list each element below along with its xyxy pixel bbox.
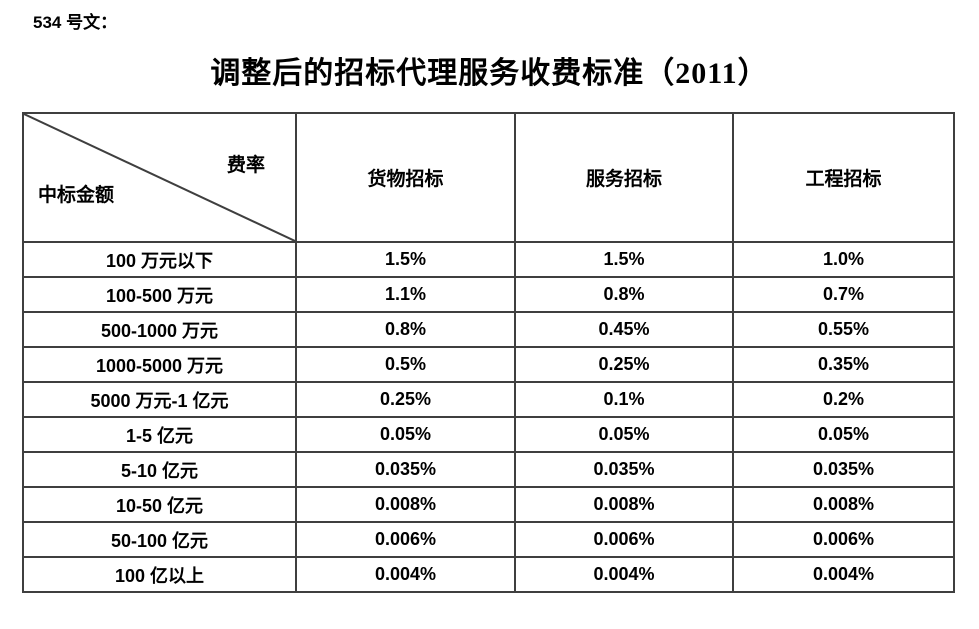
fee-value: 0.25% xyxy=(295,381,516,418)
diagonal-corner-cell: 费率 中标金额 xyxy=(22,112,297,243)
fee-value: 0.008% xyxy=(295,486,516,523)
fee-value: 0.006% xyxy=(514,521,734,558)
fee-value: 0.8% xyxy=(295,311,516,348)
row-label: 100 亿以上 xyxy=(22,556,297,593)
fee-value: 0.004% xyxy=(295,556,516,593)
table-row: 5000 万元-1 亿元 0.25% 0.1% 0.2% xyxy=(22,381,955,418)
fee-rate-table: 费率 中标金额 货物招标 服务招标 工程招标 100 万元以下 1.5% 1.5… xyxy=(22,112,955,593)
row-label: 500-1000 万元 xyxy=(22,311,297,348)
fee-value: 0.035% xyxy=(295,451,516,488)
page-title: 调整后的招标代理服务收费标准（2011） xyxy=(210,57,769,90)
fee-value: 0.035% xyxy=(514,451,734,488)
fee-value: 0.05% xyxy=(514,416,734,453)
row-label: 5000 万元-1 亿元 xyxy=(22,381,297,418)
row-label: 100-500 万元 xyxy=(22,276,297,313)
doc-number-label: 534 号文： xyxy=(33,13,118,32)
corner-label-bid-amount: 中标金额 xyxy=(38,185,115,206)
table-row: 10-50 亿元 0.008% 0.008% 0.008% xyxy=(22,486,955,523)
row-label: 50-100 亿元 xyxy=(22,521,297,558)
row-label: 1000-5000 万元 xyxy=(22,346,297,383)
row-label: 5-10 亿元 xyxy=(22,451,297,488)
fee-value: 0.035% xyxy=(732,451,955,488)
fee-value: 0.05% xyxy=(295,416,516,453)
fee-value: 0.8% xyxy=(514,276,734,313)
table-row: 500-1000 万元 0.8% 0.45% 0.55% xyxy=(22,311,955,348)
fee-value: 0.004% xyxy=(514,556,734,593)
diagonal-divider-line xyxy=(24,114,295,241)
row-label: 1-5 亿元 xyxy=(22,416,297,453)
fee-value: 0.25% xyxy=(514,346,734,383)
fee-value: 0.55% xyxy=(732,311,955,348)
fee-value: 0.7% xyxy=(732,276,955,313)
fee-value: 0.006% xyxy=(732,521,955,558)
fee-value: 0.006% xyxy=(295,521,516,558)
fee-value: 0.45% xyxy=(514,311,734,348)
table-row: 1-5 亿元 0.05% 0.05% 0.05% xyxy=(22,416,955,453)
table-row: 50-100 亿元 0.006% 0.006% 0.006% xyxy=(22,521,955,558)
fee-value: 0.5% xyxy=(295,346,516,383)
table-row: 100 亿以上 0.004% 0.004% 0.004% xyxy=(22,556,955,593)
fee-value: 0.008% xyxy=(732,486,955,523)
column-header-goods: 货物招标 xyxy=(295,112,516,243)
fee-value: 1.5% xyxy=(295,241,516,278)
row-label: 10-50 亿元 xyxy=(22,486,297,523)
column-header-engineering: 工程招标 xyxy=(732,112,955,243)
column-header-services: 服务招标 xyxy=(514,112,734,243)
corner-label-fee-rate: 费率 xyxy=(226,155,265,176)
fee-value: 0.05% xyxy=(732,416,955,453)
fee-value: 0.35% xyxy=(732,346,955,383)
fee-value: 0.008% xyxy=(514,486,734,523)
fee-value: 0.2% xyxy=(732,381,955,418)
table-row: 100 万元以下 1.5% 1.5% 1.0% xyxy=(22,241,955,278)
table-header-row: 费率 中标金额 货物招标 服务招标 工程招标 xyxy=(22,112,955,243)
table-row: 100-500 万元 1.1% 0.8% 0.7% xyxy=(22,276,955,313)
fee-value: 0.1% xyxy=(514,381,734,418)
fee-value: 1.1% xyxy=(295,276,516,313)
table-row: 1000-5000 万元 0.5% 0.25% 0.35% xyxy=(22,346,955,383)
fee-value: 1.0% xyxy=(732,241,955,278)
row-label: 100 万元以下 xyxy=(22,241,297,278)
table-row: 5-10 亿元 0.035% 0.035% 0.035% xyxy=(22,451,955,488)
fee-value: 1.5% xyxy=(514,241,734,278)
fee-value: 0.004% xyxy=(732,556,955,593)
